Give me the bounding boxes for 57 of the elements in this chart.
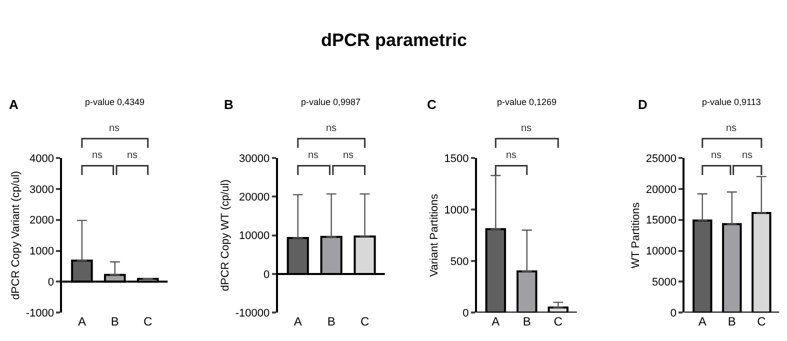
x-tick-label: A [78, 314, 86, 329]
y-tick-label: -1000 [26, 307, 54, 320]
annotation: ns [506, 150, 517, 161]
y-tick-label: 30000 [239, 152, 270, 165]
y-tick-label: 10000 [646, 246, 676, 258]
text: ns [326, 123, 337, 134]
x-tick-label: B [327, 314, 336, 329]
x-tick-label: C [144, 314, 153, 329]
y-axis-title: Variant Partitions [428, 193, 440, 277]
y-axis-title: dPCR Copy WT (cp/ul) [219, 179, 232, 292]
text: dPCR parametric [321, 30, 468, 50]
annotation: ns [711, 150, 722, 161]
x-tick-label: A [492, 314, 500, 329]
text: C [427, 97, 437, 112]
chart-subtitle: p-value 0,9113 [702, 97, 761, 107]
annotation: ns [308, 150, 319, 161]
annotation: ns [742, 150, 753, 161]
chart-subtitle: p-value 0,9987 [301, 97, 361, 107]
y-tick-label: 15000 [646, 214, 676, 227]
y-tick-label: 10000 [239, 230, 270, 242]
y-tick-label: 2000 [29, 214, 54, 227]
x-tick-label: B [110, 314, 119, 329]
y-tick-label: 20000 [646, 184, 676, 196]
y-tick-label: 5000 [652, 276, 676, 289]
text: ns [521, 123, 532, 134]
y-tick-label: 1000 [444, 204, 469, 216]
y-axis-title: dPCR Copy Variant (cp/ul) [10, 170, 22, 300]
x-tick-label: C [554, 314, 563, 329]
chart-subtitle: p-value 0,4349 [85, 97, 145, 107]
y-tick-label: 25000 [646, 152, 676, 165]
text: ns [726, 123, 737, 134]
y-tick-label: 500 [450, 256, 469, 268]
annotation: ns [343, 150, 354, 161]
x-tick-label: B [728, 314, 736, 329]
y-tick-label: 0 [670, 307, 676, 320]
y-tick-label: 4000 [29, 152, 54, 165]
y-tick-label: 20000 [239, 191, 270, 204]
text: D [638, 97, 648, 112]
y-tick-label: 0 [48, 276, 54, 289]
y-tick-label: 1000 [29, 246, 54, 258]
annotation: ns [92, 150, 103, 161]
y-tick-label: -10000 [235, 307, 270, 320]
x-tick-label: C [360, 314, 370, 329]
x-tick-label: A [698, 314, 706, 329]
y-tick-label: 1500 [444, 152, 469, 165]
y-tick-label: 0 [263, 268, 270, 281]
x-tick-label: C [757, 314, 766, 329]
y-axis-title: WT Partitions [630, 202, 642, 268]
text: ns [109, 123, 120, 134]
text: A [9, 97, 19, 112]
annotation: ns [127, 150, 138, 161]
text: B [224, 97, 234, 112]
y-tick-label: 0 [462, 307, 469, 320]
chart-subtitle: p-value 0,1269 [497, 97, 557, 107]
x-tick-label: A [294, 314, 302, 329]
y-tick-label: 3000 [29, 184, 54, 196]
x-tick-label: B [522, 314, 531, 329]
